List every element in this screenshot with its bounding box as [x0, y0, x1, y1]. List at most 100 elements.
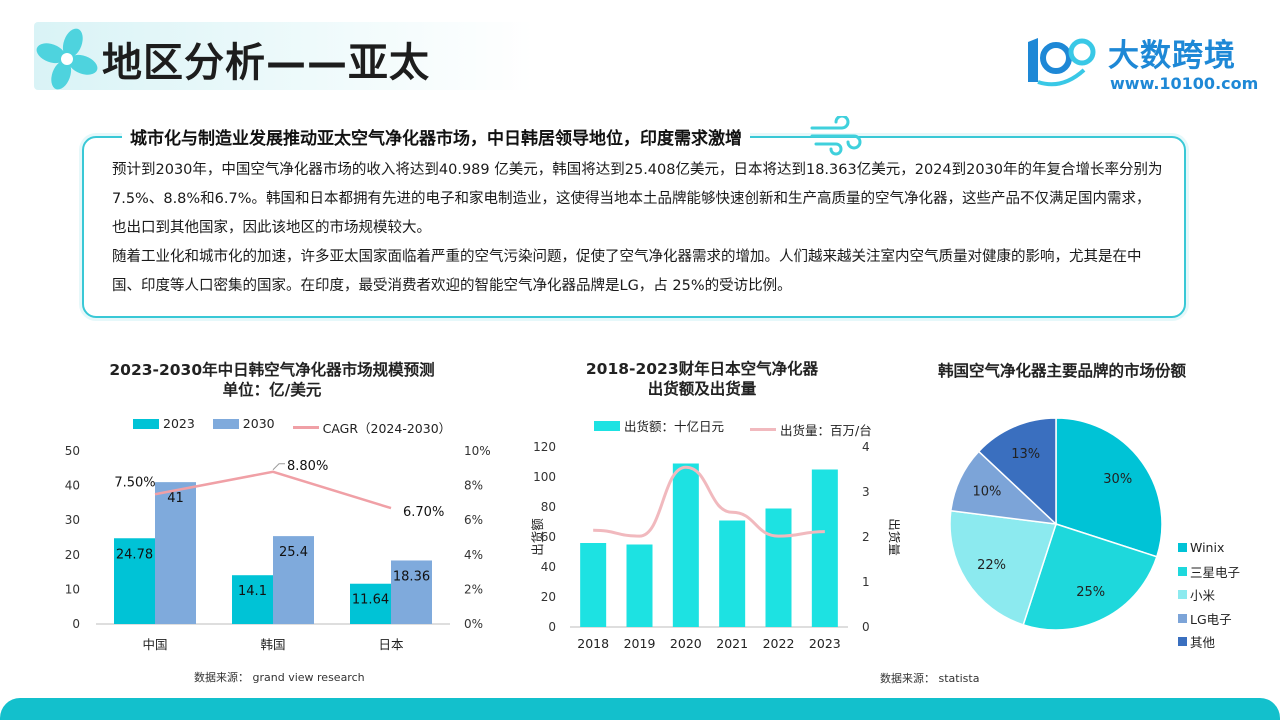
bar [719, 520, 746, 627]
y-tick-label: 0 [548, 620, 556, 634]
y-tick-label: 80 [541, 500, 556, 514]
y-tick-label: 120 [533, 440, 556, 454]
y-tick-label: 50 [65, 444, 80, 458]
y-tick-label: 10 [65, 582, 80, 596]
page-title: 地区分析——亚太 [102, 40, 430, 86]
legend-swatch [1178, 543, 1187, 553]
chart3-legend: Winix 三星电子小米 LG电子其他 [1178, 536, 1240, 654]
fan-icon [36, 28, 98, 90]
chart1-title-line: 2023-2030年中日韩空气净化器市场规模预测 [109, 361, 435, 379]
chart3-source: 数据来源： statista [880, 672, 980, 685]
chart2-title-line: 2018-2023财年日本空气净化器 [585, 360, 819, 378]
legend-label: 出货额：十亿日元 [624, 419, 725, 434]
legend-swatch [212, 418, 239, 429]
y2-tick-label: 2 [862, 530, 870, 544]
y2-tick-label: 0% [464, 617, 483, 631]
legend-item: 其他 [1178, 630, 1240, 654]
legend-swatch [1178, 590, 1187, 600]
y-tick-label: 40 [65, 479, 80, 493]
legend-label: 2030 [242, 416, 275, 431]
cagr-value-label: 8.80% [287, 459, 328, 474]
legend-item: 2030 [212, 416, 275, 431]
title-banner [34, 22, 534, 90]
legend-swatch [594, 420, 620, 431]
x-tick-label: 中国 [142, 637, 167, 652]
y-tick-label: 20 [65, 548, 80, 562]
legend-label: Winix [1190, 540, 1225, 556]
chart1-svg: 0 10 20 30 40 50 0% 2% 4% 6% 8% 10% 24.78 41 中国 14.1 25.… [65, 444, 491, 652]
bar-value-label: 18.36 [393, 569, 430, 584]
chart1-title: 2023-2030年中日韩空气净化器市场规模预测 单位：亿/美元 [92, 360, 452, 400]
y-tick-label: 20 [541, 590, 556, 604]
legend-line [292, 425, 319, 429]
bar [672, 463, 699, 627]
legend-swatch [1178, 637, 1187, 647]
y2-tick-label: 6% [464, 513, 483, 527]
bar [765, 508, 792, 627]
legend-item: 小米 [1178, 583, 1240, 607]
legend-item: 2023 [133, 416, 195, 431]
pie-slice [1022, 523, 1158, 631]
pie-value-label: 10% [972, 485, 1001, 500]
cagr-value-label: 7.50% [114, 475, 155, 490]
bar [626, 544, 653, 627]
bar [350, 583, 391, 624]
bar [391, 560, 432, 624]
y2-axis-label: 出货量 [887, 518, 900, 556]
bar [155, 482, 196, 624]
summary-title: 城市化与制造业发展推动亚太空气净化器市场，中日韩居领导地位，印度需求激增 [122, 124, 750, 149]
chart2-title: 2018-2023财年日本空气净化器 出货额及出货量 [552, 359, 852, 399]
pie-value-label: 13% [1011, 447, 1040, 462]
y2-tick-label: 8% [464, 479, 483, 493]
cagr-value-label: 6.70% [403, 505, 444, 520]
pie-slice [949, 509, 1057, 626]
pie-slice [977, 417, 1057, 526]
y2-tick-label: 4 [862, 440, 870, 454]
legend-label: 三星电子 [1190, 564, 1241, 580]
x-tick-label: 2019 [624, 636, 656, 651]
x-tick-label: 2018 [577, 636, 609, 651]
bar-value-label: 41 [167, 491, 184, 506]
legend-label: LG电子 [1190, 611, 1232, 627]
chart2-legend: 出货额：十亿日元 出货量：百万/台 [594, 416, 886, 439]
pie-value-label: 25% [1076, 585, 1105, 600]
pie-value-label: 22% [977, 558, 1006, 573]
legend-item: 三星电子 [1178, 560, 1240, 584]
x-tick-label: 韩国 [260, 637, 285, 652]
y-tick-label: 60 [541, 530, 556, 544]
legend-swatch [133, 418, 159, 429]
x-tick-label: 日本 [378, 637, 404, 652]
legend-item: CAGR（2024-2030） [292, 418, 452, 437]
y2-tick-label: 0 [862, 620, 870, 634]
legend-line [750, 427, 776, 431]
bar [114, 538, 155, 624]
y-tick-label: 40 [541, 560, 556, 574]
bar-value-label: 24.78 [116, 547, 153, 562]
bottom-band [0, 698, 1280, 720]
chart1-legend: 2023 2030 CAGR（2024-2030） [133, 416, 465, 437]
legend-label: CAGR（2024-2030） [322, 420, 452, 436]
y-tick-label: 100 [533, 470, 556, 484]
bar-value-label: 14.1 [238, 584, 267, 599]
brand-logo-icon [1028, 38, 1096, 87]
chart3-title: 韩国空气净化器主要品牌的市场份额 [937, 362, 1186, 380]
legend-item: 出货量：百万/台 [750, 420, 872, 439]
summary-text: 预计到2030年，中国空气净化器市场的收入将达到40.989 亿美元，韩国将达到… [112, 156, 1164, 301]
bar-value-label: 25.4 [279, 545, 308, 560]
y2-tick-label: 1 [862, 575, 870, 589]
chart2-svg: 0 20 40 60 80 100 120 0 1 2 3 4 出货额 出货量 2018 2019 2020 20… [530, 440, 900, 651]
legend-swatch [1178, 566, 1187, 576]
y-axis-label: 出货额 [530, 518, 545, 556]
brand-name: 大数跨境 [1108, 38, 1236, 74]
legend-label: 其他 [1190, 635, 1216, 651]
y-tick-label: 0 [72, 617, 80, 631]
summary-paragraph-1: 预计到2030年，中国空气净化器市场的收入将达到40.989 亿美元，韩国将达到… [112, 162, 1163, 236]
brand-url[interactable]: www.10100.com [1110, 74, 1259, 93]
y-tick-label: 30 [65, 513, 80, 527]
y2-tick-label: 2% [464, 582, 483, 596]
x-tick-label: 2022 [763, 636, 795, 651]
bar [273, 536, 314, 624]
summary-paragraph-2: 随着工业化和城市化的加速，许多亚太国家面临着严重的空气污染问题，促使了空气净化器… [112, 249, 1142, 294]
x-tick-label: 2023 [809, 636, 841, 651]
pie-value-label: 30% [1103, 472, 1132, 487]
